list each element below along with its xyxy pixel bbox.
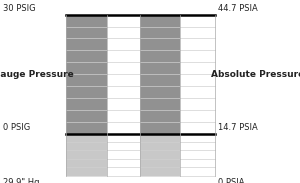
Text: 14.7 PSIA: 14.7 PSIA: [218, 123, 257, 132]
Bar: [66, 134, 106, 176]
Text: 30 PSIG: 30 PSIG: [3, 4, 36, 13]
Text: Gauge Pressure: Gauge Pressure: [0, 70, 74, 79]
Text: 0 PSIG: 0 PSIG: [3, 123, 30, 132]
Text: Absolute Pressure: Absolute Pressure: [211, 70, 300, 79]
Text: 29.9" Hg: 29.9" Hg: [3, 178, 40, 183]
Text: 0 PSIA: 0 PSIA: [218, 178, 244, 183]
Bar: [66, 15, 106, 134]
Bar: [140, 134, 180, 176]
Bar: [140, 15, 180, 134]
Text: 44.7 PSIA: 44.7 PSIA: [218, 4, 257, 13]
